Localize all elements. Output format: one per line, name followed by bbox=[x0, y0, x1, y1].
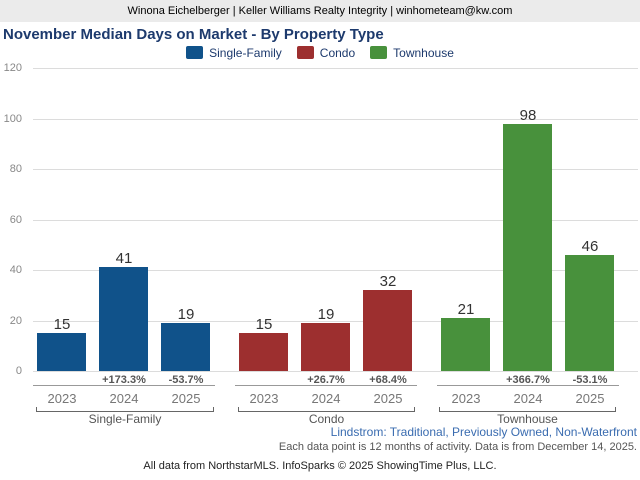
y-axis-tick-100: 100 bbox=[3, 113, 22, 125]
y-axis-tick-0: 0 bbox=[15, 365, 22, 377]
legend-label-townhouse: Townhouse bbox=[393, 45, 454, 60]
legend-label-condo: Condo bbox=[319, 45, 356, 60]
group-label: Townhouse bbox=[497, 412, 558, 426]
bar bbox=[161, 323, 210, 371]
pct-change-label: +173.3% bbox=[102, 374, 146, 386]
year-label: 2024 bbox=[109, 391, 139, 406]
y-axis-tick-60: 60 bbox=[9, 214, 22, 226]
group-label: Single-Family bbox=[88, 412, 162, 426]
bar bbox=[99, 267, 148, 371]
bar bbox=[37, 333, 86, 371]
gridline-120 bbox=[33, 68, 638, 69]
bar bbox=[363, 290, 412, 371]
bar-value-label: 98 bbox=[519, 107, 537, 124]
pct-change-label: -53.7% bbox=[168, 374, 204, 386]
page-title: November Median Days on Market - By Prop… bbox=[3, 26, 384, 43]
legend-swatch-townhouse-icon bbox=[370, 46, 388, 59]
y-axis-tick-120: 120 bbox=[3, 62, 22, 74]
pct-change-label: -53.1% bbox=[572, 374, 608, 386]
year-label: 2024 bbox=[311, 391, 341, 406]
data-note: Each data point is 12 months of activity… bbox=[278, 441, 637, 453]
legend-item-single-family: Single-Family bbox=[186, 46, 282, 60]
year-label: 2025 bbox=[373, 391, 403, 406]
bar bbox=[503, 124, 552, 371]
legend-label-single-family: Single-Family bbox=[209, 45, 282, 60]
year-label: 2025 bbox=[171, 391, 201, 406]
y-axis-tick-80: 80 bbox=[9, 163, 22, 175]
group-bracket bbox=[36, 407, 214, 412]
bar bbox=[565, 255, 614, 371]
bar-value-label: 15 bbox=[255, 316, 273, 333]
gridline-40 bbox=[33, 270, 638, 271]
group-axis-line bbox=[437, 385, 619, 386]
chart-legend: Single-Family Condo Townhouse bbox=[0, 45, 640, 60]
gridline-100 bbox=[33, 119, 638, 120]
year-label: 2023 bbox=[249, 391, 279, 406]
bar bbox=[441, 318, 490, 371]
group-label: Condo bbox=[308, 412, 345, 426]
filter-summary: Lindstrom: Traditional, Previously Owned… bbox=[330, 425, 637, 439]
gridline-80 bbox=[33, 169, 638, 170]
year-label: 2023 bbox=[47, 391, 77, 406]
legend-item-townhouse: Townhouse bbox=[370, 46, 454, 60]
agent-header-text: Winona Eichelberger | Keller Williams Re… bbox=[127, 5, 513, 17]
bar-value-label: 41 bbox=[115, 250, 133, 267]
bar bbox=[239, 333, 288, 371]
bar-value-label: 19 bbox=[177, 306, 195, 323]
group-bracket bbox=[238, 407, 415, 412]
bar-value-label: 19 bbox=[317, 306, 335, 323]
agent-header: Winona Eichelberger | Keller Williams Re… bbox=[0, 0, 640, 22]
y-axis-tick-40: 40 bbox=[9, 264, 22, 276]
legend-swatch-condo-icon bbox=[296, 46, 314, 59]
gridline-60 bbox=[33, 220, 638, 221]
pct-change-label: +26.7% bbox=[307, 374, 345, 386]
group-axis-line bbox=[33, 385, 215, 386]
bar-value-label: 46 bbox=[581, 238, 599, 255]
gridline-20 bbox=[33, 321, 638, 322]
year-label: 2024 bbox=[513, 391, 543, 406]
pct-change-label: +68.4% bbox=[369, 374, 407, 386]
gridline-0 bbox=[33, 371, 638, 372]
bar-value-label: 32 bbox=[379, 273, 397, 290]
pct-change-label: +366.7% bbox=[506, 374, 550, 386]
bar-value-label: 21 bbox=[457, 301, 475, 318]
legend-item-condo: Condo bbox=[296, 45, 356, 60]
year-label: 2025 bbox=[575, 391, 605, 406]
year-label: 2023 bbox=[451, 391, 481, 406]
y-axis-tick-20: 20 bbox=[9, 315, 22, 327]
bar bbox=[301, 323, 350, 371]
group-axis-line bbox=[235, 385, 417, 386]
attribution: All data from NorthstarMLS. InfoSparks ©… bbox=[143, 460, 497, 472]
group-bracket bbox=[439, 407, 616, 412]
bar-value-label: 15 bbox=[53, 316, 71, 333]
legend-swatch-single-family-icon bbox=[186, 46, 204, 59]
